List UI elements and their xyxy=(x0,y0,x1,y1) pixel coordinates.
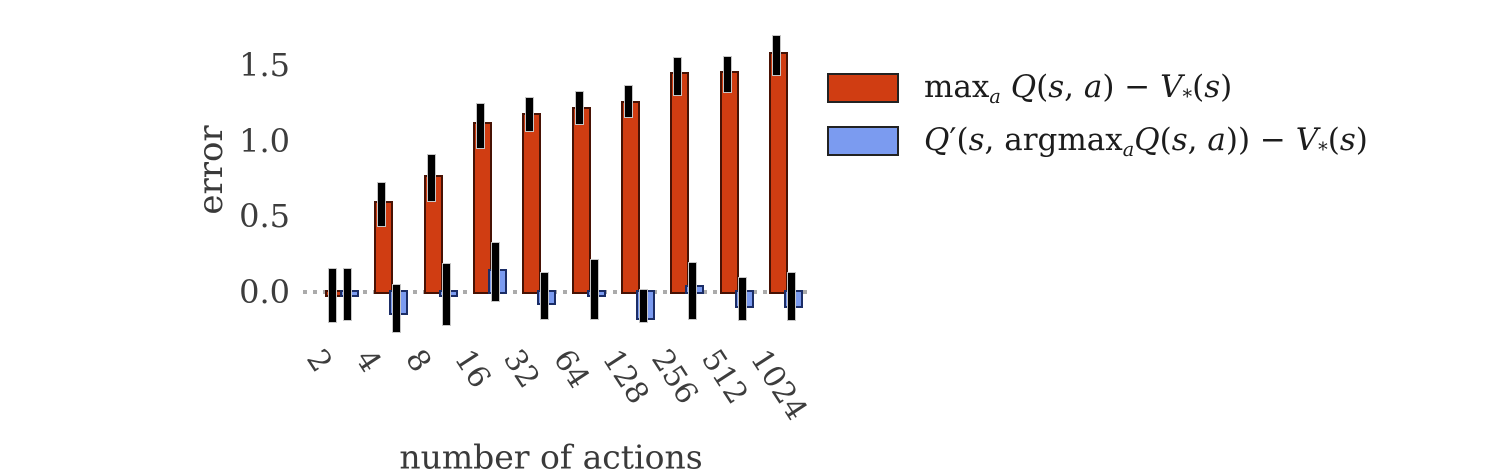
bar-single-q-overestimate-256 xyxy=(670,72,690,294)
x-tick-label: 128 xyxy=(595,343,656,411)
legend-label-part: ( xyxy=(1036,68,1049,105)
legend-label-part: ) xyxy=(1102,68,1115,105)
x-tick-label: 64 xyxy=(545,343,596,395)
legend-label-part: a xyxy=(1207,121,1226,158)
legend-label-part: − xyxy=(1114,68,1161,105)
error-bar-single-q-overestimate-4 xyxy=(377,181,387,228)
legend-label-part: * xyxy=(1318,137,1328,161)
legend-swatch-double-q-estimate xyxy=(827,126,899,156)
x-tick-label: 2 xyxy=(299,343,339,379)
bar-single-q-overestimate-128 xyxy=(620,100,640,294)
error-bar-single-q-overestimate-512 xyxy=(722,55,732,93)
error-bar-single-q-overestimate-256 xyxy=(673,57,683,96)
bar-single-q-overestimate-512 xyxy=(719,70,739,294)
bar-single-q-overestimate-1024 xyxy=(768,52,788,294)
y-tick-label: 1.5 xyxy=(239,46,290,85)
bar-single-q-overestimate-64 xyxy=(571,106,591,294)
legend-label-part: s xyxy=(1171,121,1188,158)
x-tick-label: 256 xyxy=(644,343,706,411)
error-bar-single-q-overestimate-32 xyxy=(525,96,535,133)
error-bar-double-q-estimate-32 xyxy=(540,272,550,320)
error-bar-single-q-overestimate-16 xyxy=(475,102,485,149)
legend-label-part: argmax xyxy=(1004,121,1123,158)
legend-label-part: s xyxy=(1339,121,1356,158)
legend-item-double-q-estimate: Q′(s, argmaxaQ(s, a)) − V*(s) xyxy=(827,117,1368,165)
y-tick-label: 0.0 xyxy=(239,273,290,311)
error-bar-double-q-estimate-2 xyxy=(343,267,352,322)
x-tick-label: 16 xyxy=(447,343,498,395)
legend-label-part: , xyxy=(984,121,1005,158)
error-bar-double-q-estimate-8 xyxy=(441,263,451,326)
error-bar-double-q-estimate-128 xyxy=(638,288,648,323)
legend-label-part: s xyxy=(1048,68,1065,105)
legend-swatch-single-q-overestimate xyxy=(827,73,899,103)
legend-label-part: ( xyxy=(956,121,969,158)
error-bar-double-q-estimate-16 xyxy=(490,242,500,302)
legend-label-part: s xyxy=(968,121,985,158)
legend-label-part: a xyxy=(1122,137,1135,161)
x-tick-label: 512 xyxy=(693,343,755,411)
error-bar-double-q-estimate-256 xyxy=(688,261,698,320)
legend-label-part: Q xyxy=(924,121,950,158)
legend-label-part: , xyxy=(1187,121,1208,158)
legend-label-part: V xyxy=(1295,121,1319,158)
error-bar-single-q-overestimate-128 xyxy=(623,84,633,119)
error-bar-double-q-estimate-64 xyxy=(589,258,599,320)
legend-label-single-q-overestimate: maxa Q(s, a) − V*(s) xyxy=(924,68,1233,108)
legend-label-part: Q xyxy=(1010,68,1037,105)
error-bar-single-q-overestimate-64 xyxy=(574,90,584,125)
legend-label-part: s xyxy=(1204,68,1221,105)
legend-label-part: * xyxy=(1182,84,1193,108)
error-bar-double-q-estimate-1024 xyxy=(786,272,796,322)
error-bar-single-q-overestimate-8 xyxy=(426,154,436,202)
legend-label-part: ) xyxy=(1220,68,1233,105)
legend-label-part: − xyxy=(1250,121,1296,158)
bar-single-q-overestimate-32 xyxy=(522,112,542,294)
legend-label-part: ( xyxy=(1192,68,1205,105)
legend-label-part: max xyxy=(924,68,990,105)
legend-label-part: V xyxy=(1160,68,1183,105)
x-tick-label: 1024 xyxy=(743,343,815,427)
legend-label-part: ′ xyxy=(949,121,957,158)
x-tick-label: 4 xyxy=(348,343,389,379)
error-bar-double-q-estimate-512 xyxy=(737,276,747,322)
legend-label-part: , xyxy=(1064,68,1084,105)
legend-label-part xyxy=(1001,69,1011,105)
error-bar-double-q-estimate-4 xyxy=(392,284,402,334)
y-tick-label: 1.0 xyxy=(239,121,290,160)
legend-label-part: ( xyxy=(1159,121,1172,158)
y-tick-label: 0.5 xyxy=(239,197,290,236)
legend-item-single-q-overestimate: maxa Q(s, a) − V*(s) xyxy=(827,66,1232,110)
error-bar-single-q-overestimate-2 xyxy=(328,267,337,323)
x-tick-label: 32 xyxy=(496,343,547,395)
legend-label-part: )) xyxy=(1225,121,1251,158)
legend-label-double-q-estimate: Q′(s, argmaxaQ(s, a)) − V*(s) xyxy=(924,121,1368,161)
legend-label-part: Q xyxy=(1134,121,1160,158)
x-tick-label: 8 xyxy=(397,343,438,379)
legend-label-part: a xyxy=(989,84,1001,108)
legend-label-part: ) xyxy=(1355,121,1368,158)
error-bar-single-q-overestimate-1024 xyxy=(771,34,781,77)
x-axis-label: number of actions xyxy=(399,437,703,476)
legend-label-part: ( xyxy=(1327,121,1340,158)
legend-label-part: a xyxy=(1083,68,1103,105)
